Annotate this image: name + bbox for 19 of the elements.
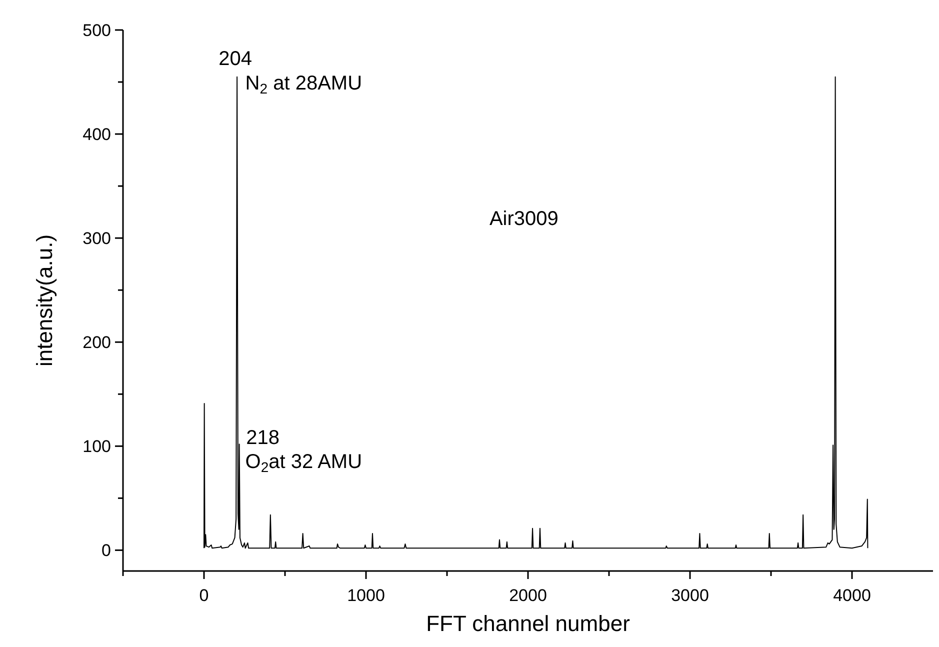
y-tick-label: 100 (82, 437, 111, 456)
y-tick-label: 300 (82, 229, 111, 248)
annotation: O$_{2}$at 32 AMU (245, 451, 362, 476)
y-tick-label: 400 (82, 124, 111, 144)
annotation: N$_{2}$ at 28AMU (245, 72, 362, 97)
line-series (204, 76, 868, 549)
x-tick-label: 3000 (671, 586, 709, 605)
y-tick-label: 0 (102, 541, 111, 560)
x-tick-label: 2000 (509, 586, 547, 605)
x-tick-label: 4000 (833, 586, 871, 605)
annotation: Air3009 (489, 208, 558, 230)
y-tick-label: 500 (82, 20, 111, 40)
y-axis-title: intensity(a.u.) (32, 234, 57, 367)
x-axis-title: FFT channel number (426, 611, 630, 636)
annotation: 218 (246, 426, 280, 449)
y-tick-label: 200 (82, 333, 111, 352)
x-tick-label: 1000 (347, 586, 385, 605)
annotation: 204 (218, 48, 252, 70)
x-tick-label: 0 (199, 586, 209, 605)
